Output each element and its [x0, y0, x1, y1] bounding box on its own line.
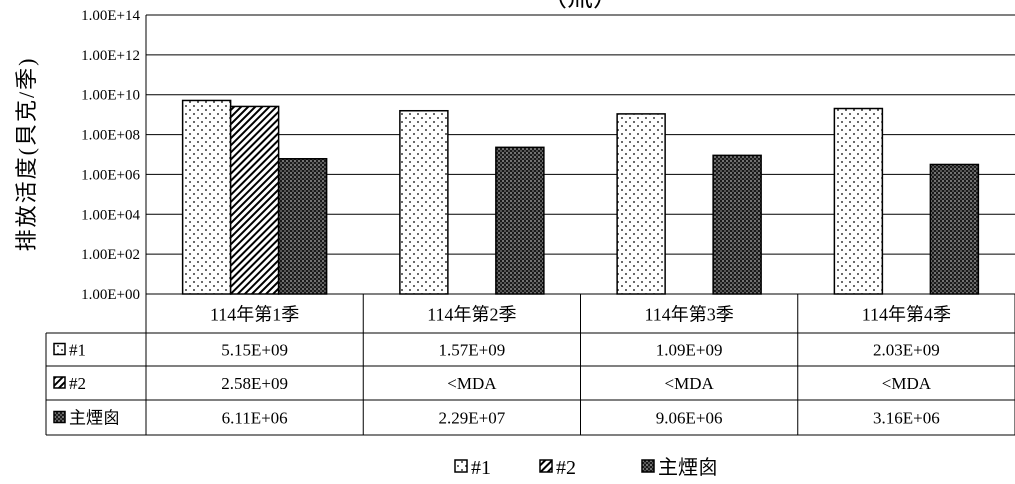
bar-dots — [833, 107, 884, 295]
table-legend-key — [53, 410, 66, 424]
legend-key — [641, 459, 655, 473]
table-cell: <MDA — [447, 374, 497, 393]
table-cell: 1.09E+09 — [656, 341, 723, 360]
bar-dots — [616, 113, 666, 295]
table-cell: 5.15E+09 — [221, 341, 288, 360]
y-tick-label: 1.00E+02 — [81, 247, 140, 263]
y-tick-label: 1.00E+00 — [81, 287, 140, 303]
table-cell: 3.16E+06 — [873, 409, 940, 428]
table-cell: <MDA — [882, 374, 932, 393]
category-label: 114年第3季 — [644, 305, 733, 325]
bar-dense — [277, 158, 328, 295]
y-tick-label: 1.00E+04 — [81, 207, 140, 223]
table-series-name: #1 — [69, 341, 86, 360]
table-series-name: 主煙囪 — [69, 409, 120, 428]
y-tick-label: 1.00E+08 — [81, 128, 140, 144]
chart-title: （氚） — [541, 0, 619, 12]
category-label: 114年第1季 — [210, 305, 299, 325]
legend-label: 主煙囪 — [658, 456, 718, 479]
bar-dense — [929, 163, 980, 295]
bar-dots — [399, 109, 449, 295]
legend-key — [539, 459, 553, 473]
y-axis-label-text: 排放活度(貝克/季) — [14, 57, 39, 252]
y-axis-label: 排放活度(貝克/季) — [14, 57, 39, 252]
table-cell: 9.06E+06 — [656, 409, 723, 428]
legend-label: #1 — [471, 457, 491, 479]
bar-diagonal — [229, 105, 280, 295]
category-label: 114年第2季 — [427, 305, 516, 325]
table-cell: 2.58E+09 — [221, 374, 288, 393]
table-cell: 6.11E+06 — [222, 409, 288, 428]
table-cell: 2.03E+09 — [873, 341, 940, 360]
category-label: 114年第4季 — [862, 305, 951, 325]
table-cell: 1.57E+09 — [439, 341, 506, 360]
table-series-name: #2 — [69, 374, 86, 393]
y-tick-label: 1.00E+10 — [81, 88, 140, 104]
legend-label: #2 — [556, 457, 576, 479]
legend-key — [454, 459, 468, 473]
y-tick-label: 1.00E+12 — [81, 48, 140, 64]
bar-dense — [495, 146, 545, 295]
bar-dots — [181, 99, 232, 295]
bar-dense — [712, 154, 762, 295]
y-tick-label: 1.00E+06 — [81, 167, 140, 183]
table-legend-key — [53, 376, 66, 389]
table-cell: <MDA — [664, 374, 714, 393]
table-cell: 2.29E+07 — [439, 409, 506, 428]
y-tick-label: 1.00E+14 — [81, 8, 140, 24]
table-legend-key — [53, 342, 66, 356]
